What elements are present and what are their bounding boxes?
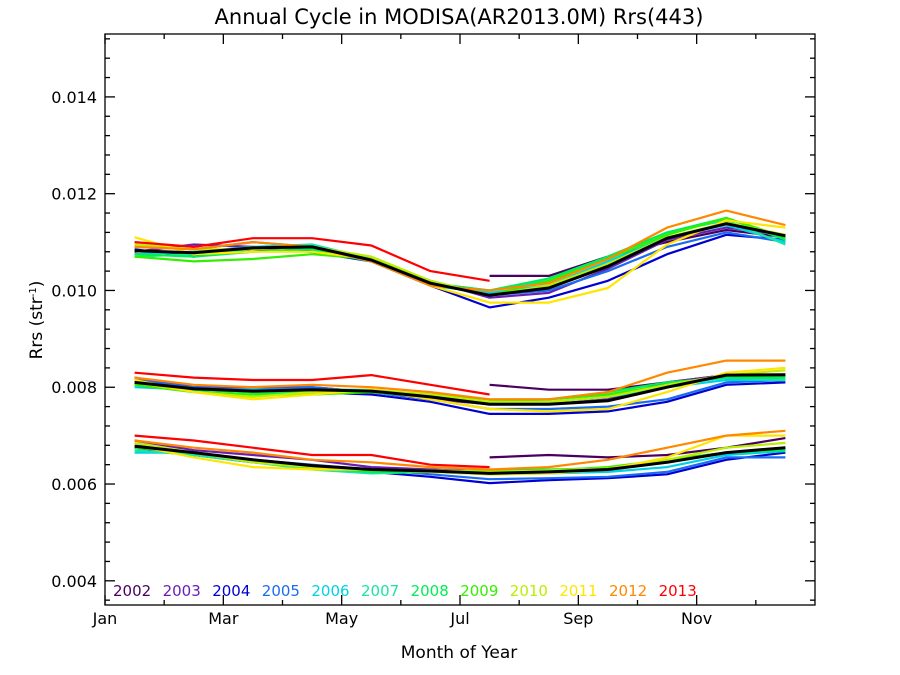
- y-axis-label-close: ): [27, 281, 47, 288]
- series-line-2012: [134, 429, 786, 471]
- legend-entry-2013: 2013: [659, 582, 697, 600]
- x-tick-label: May: [325, 609, 358, 628]
- series-line-2012: [134, 359, 786, 401]
- series-line-2011: [134, 219, 786, 304]
- legend-entry-2009: 2009: [460, 582, 498, 600]
- legend-entry-2011: 2011: [559, 582, 597, 600]
- series-line-2013: [134, 434, 490, 469]
- y-axis-label-text: Rrs (str: [27, 297, 47, 359]
- x-tick-label: Jul: [449, 609, 469, 628]
- mean-line: [134, 444, 786, 475]
- x-axis-label: Month of Year: [401, 643, 517, 663]
- legend: 2002 2003 2004 2005 2006 2007 2008 2009 2010 2011…: [113, 582, 697, 600]
- y-tick-label: 0.004: [51, 572, 97, 591]
- x-tick-label: Sep: [563, 609, 593, 628]
- y-axis-label-superscript: -1: [28, 287, 39, 297]
- legend-entry-2007: 2007: [361, 582, 399, 600]
- plot-frame: [104, 33, 816, 606]
- series-line-2011: [134, 366, 786, 413]
- legend-entry-2005: 2005: [262, 582, 300, 600]
- legend-entry-2004: 2004: [212, 582, 250, 600]
- axis-ticks: [104, 34, 815, 605]
- series-line-2013: [134, 371, 490, 396]
- series-line-2013: [134, 237, 490, 282]
- mean-line: [134, 222, 786, 297]
- x-tick-label: Jan: [92, 609, 118, 628]
- axis-tick-labels: Jan Mar May Jul Sep Nov 0.004 0.006 0.008 0.010 0.…: [51, 88, 712, 628]
- legend-entry-2002: 2002: [113, 582, 151, 600]
- y-tick-label: 0.010: [51, 281, 97, 300]
- series-line-2010: [134, 369, 786, 403]
- mean-line: [134, 373, 786, 406]
- legend-entry-2012: 2012: [609, 582, 647, 600]
- series-line-2007: [134, 219, 786, 292]
- y-tick-label: 0.008: [51, 378, 97, 397]
- x-tick-label: Nov: [681, 609, 712, 628]
- series-line-2009: [134, 216, 786, 297]
- legend-entry-2003: 2003: [163, 582, 201, 600]
- y-axis-label: Rrs (str-1): [27, 281, 47, 360]
- plot-area: [134, 209, 786, 485]
- y-tick-label: 0.014: [51, 88, 97, 107]
- y-tick-label: 0.012: [51, 185, 97, 204]
- legend-entry-2008: 2008: [411, 582, 449, 600]
- legend-entry-2006: 2006: [311, 582, 349, 600]
- x-tick-label: Mar: [208, 609, 239, 628]
- svg-text:Rrs (str-1): Rrs (str-1): [27, 281, 47, 360]
- chart-title: Annual Cycle in MODISA(AR2013.0M) Rrs(44…: [215, 5, 704, 29]
- legend-entry-2010: 2010: [510, 582, 548, 600]
- y-tick-label: 0.006: [51, 475, 97, 494]
